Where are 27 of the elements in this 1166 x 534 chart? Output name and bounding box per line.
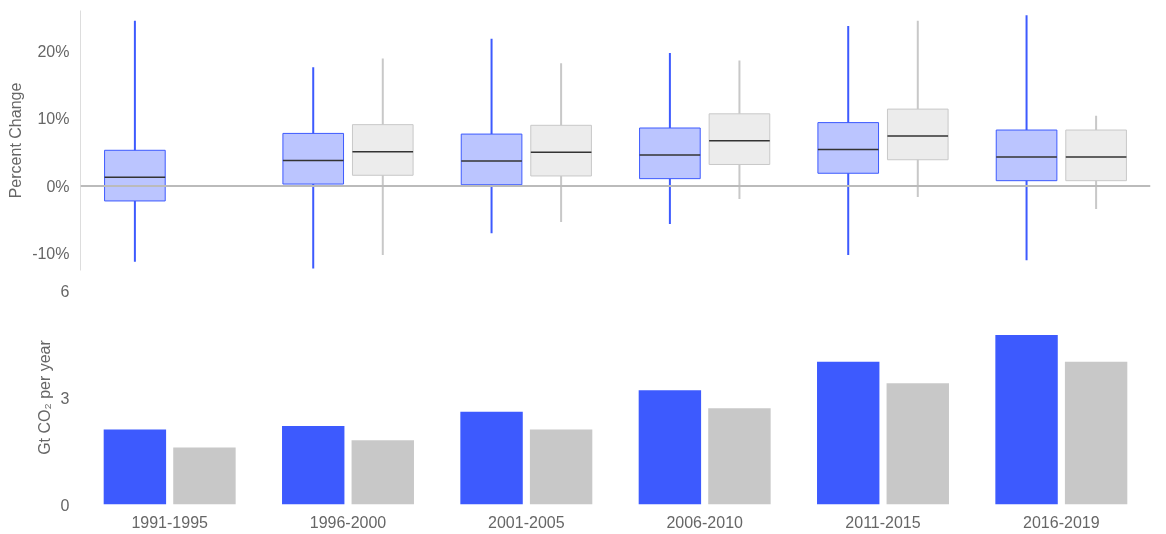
x-tick-label: 2016-2019 bbox=[1023, 513, 1100, 531]
x-tick-label: 1996-2000 bbox=[309, 513, 387, 531]
y-tick-label: -10% bbox=[32, 245, 70, 263]
bar bbox=[460, 411, 523, 505]
y-tick-label: 0 bbox=[60, 496, 70, 514]
y-tick-label: 3 bbox=[60, 389, 70, 407]
y-tick-label: 10% bbox=[37, 110, 70, 128]
y-tick-label: 0% bbox=[46, 177, 70, 195]
bar bbox=[351, 440, 414, 505]
y-tick-label: 20% bbox=[37, 42, 70, 60]
x-tick-label: 2006-2010 bbox=[666, 513, 744, 531]
y-axis-title: Gt CO₂ per year bbox=[35, 339, 53, 455]
bar bbox=[103, 429, 167, 505]
y-axis-title: Percent Change bbox=[7, 82, 25, 199]
bar bbox=[173, 447, 236, 505]
y-tick-label: 6 bbox=[60, 282, 70, 300]
bar bbox=[886, 383, 949, 505]
bar bbox=[529, 429, 593, 505]
bar bbox=[995, 335, 1058, 505]
bar bbox=[708, 408, 771, 505]
bar bbox=[1064, 361, 1128, 505]
bar bbox=[638, 390, 702, 505]
x-tick-label: 1991-1995 bbox=[131, 513, 209, 531]
x-tick-label: 2001-2005 bbox=[488, 513, 565, 531]
x-tick-label: 2011-2015 bbox=[845, 513, 921, 531]
bar bbox=[817, 361, 880, 505]
bar bbox=[282, 426, 345, 505]
